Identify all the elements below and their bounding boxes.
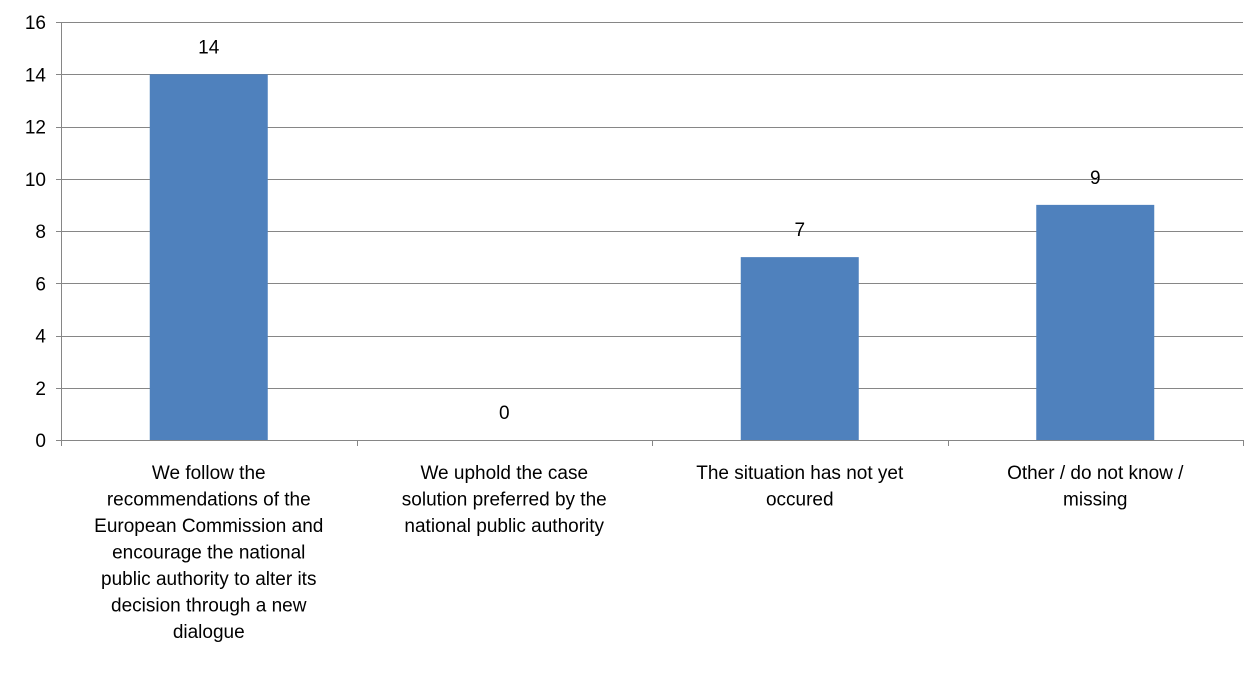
- bar: [149, 74, 268, 440]
- category-label-line: occured: [766, 490, 834, 511]
- y-tick-label: 4: [35, 327, 46, 348]
- category-label-line: recommendations of the: [107, 490, 311, 511]
- category-label-line: decision through a new: [111, 596, 307, 617]
- category-label-line: solution preferred by the: [402, 490, 607, 511]
- bars: [149, 74, 1155, 440]
- bar: [740, 257, 859, 440]
- category-label: We uphold the case solution preferred by …: [402, 463, 607, 537]
- category-label-line: Other / do not know /: [1007, 463, 1184, 484]
- category-label-line: national public authority: [404, 516, 604, 537]
- category-label-line: We uphold the case: [420, 463, 588, 484]
- category-label: Other / do not know / missing: [1007, 463, 1184, 511]
- data-label: 14: [198, 37, 220, 58]
- category-label-line: dialogue: [173, 622, 245, 643]
- y-tick-labels: 0 2 4 6 8 10 12 14 16: [25, 13, 47, 452]
- y-tick-label: 12: [25, 118, 46, 139]
- y-tick-label: 6: [35, 274, 46, 295]
- category-label-line: European Commission and: [94, 516, 323, 537]
- y-tick-label: 2: [35, 379, 46, 400]
- axes: [56, 22, 1244, 446]
- y-tick-label: 10: [25, 170, 46, 191]
- category-label: The situation has not yet occured: [696, 463, 904, 511]
- category-label-line: The situation has not yet: [696, 463, 904, 484]
- bar: [1036, 204, 1155, 440]
- category-label-line: We follow the: [152, 463, 266, 484]
- data-label: 7: [794, 220, 805, 241]
- category-label: We follow the recommendations of the Europ…: [94, 463, 323, 643]
- y-tick-label: 16: [25, 13, 46, 34]
- category-label-line: public authority to alter its: [101, 569, 316, 590]
- data-label: 0: [499, 403, 510, 424]
- y-tick-label: 14: [25, 65, 47, 86]
- category-label-line: missing: [1063, 490, 1127, 511]
- y-tick-label: 0: [35, 431, 46, 452]
- category-labels: We follow the recommendations of the Europ…: [94, 463, 1184, 643]
- category-label-line: encourage the national: [112, 543, 305, 564]
- y-tick-label: 8: [35, 222, 46, 243]
- data-labels: 14 0 7 9: [198, 37, 1100, 424]
- data-label: 9: [1090, 168, 1101, 189]
